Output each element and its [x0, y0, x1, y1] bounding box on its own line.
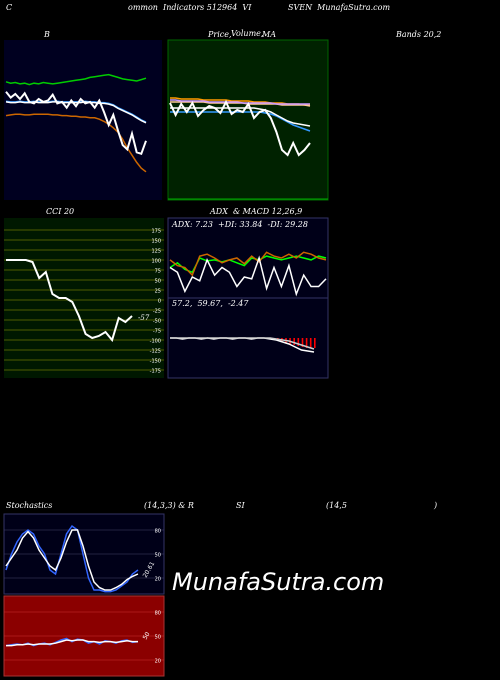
cci-tick-label: -50 — [153, 319, 161, 325]
adx-series-minus_di — [169, 255, 327, 297]
stoch-title: Stochastics — [6, 501, 53, 510]
bollinger-series-upper — [5, 73, 147, 86]
macd-hist-bar — [297, 338, 300, 346]
macd-hist-bar — [272, 338, 275, 340]
rsi-last-label: 50 — [142, 631, 152, 641]
macd-series-macd — [170, 337, 315, 353]
macd-values: 57.2, 59.67, -2.47 — [172, 299, 249, 308]
header-right: SVEN MunafaSutra.com — [288, 3, 391, 12]
macd-hist-bar — [293, 338, 295, 345]
rsi-close: ) — [434, 501, 438, 510]
price-ma-bg — [167, 39, 329, 201]
price-ma-series-ma4 — [170, 111, 311, 132]
stoch-bg — [3, 513, 165, 595]
stoch-last-label: 20.61 — [142, 560, 157, 579]
cci-bg — [4, 218, 164, 378]
macd-hist-bar — [285, 338, 287, 343]
ma-title: MA — [262, 30, 276, 39]
rsi-series-smooth — [6, 639, 138, 647]
cci-tick-label: -75 — [153, 329, 161, 335]
stoch-series-d — [5, 529, 139, 591]
cci-last-label: -57 — [138, 314, 150, 322]
adx-series-adx — [169, 255, 327, 274]
bollinger-series-middle — [5, 100, 147, 123]
rsi-bg — [3, 595, 165, 677]
cci-tick-label: -100 — [150, 339, 161, 345]
macd-hist-bar — [268, 338, 271, 339]
rsi-title: SI — [236, 501, 245, 510]
cci-tick-label: 100 — [151, 259, 161, 265]
price-ma-series-ma3 — [170, 99, 310, 105]
adx-bg — [167, 217, 329, 299]
cci-tick-label: 125 — [151, 249, 161, 255]
price-ma-series-ma1 — [170, 97, 310, 106]
cci-title: CCI 20 — [46, 207, 75, 216]
cci-tick-label: 25 — [155, 289, 161, 295]
bollinger-series-price — [5, 91, 147, 156]
cci-tick-label: 175 — [151, 229, 161, 235]
bands-title: Bands 20,2 — [396, 30, 442, 39]
cci-tick-label: 150 — [151, 239, 161, 245]
cci-tick-label: -25 — [153, 309, 161, 315]
bollinger-series-lower — [5, 113, 147, 173]
macd-hist-bar — [277, 338, 279, 341]
rsi-tick-label: 80 — [155, 611, 161, 617]
bollinger-series-middle2 — [5, 101, 147, 124]
rsi-tick-label: 20 — [155, 659, 161, 665]
adx-series-plus_di — [169, 251, 327, 277]
price-ma-series-ma5 — [170, 107, 311, 127]
price-ma-series-ma2 — [170, 101, 311, 107]
stoch-tick-label: 20 — [155, 577, 161, 583]
cci-tick-label: 75 — [155, 269, 161, 275]
adx-values: ADX: 7.23 +DI: 33.84 -DI: 29.28 — [172, 220, 308, 229]
stoch-tick-label: 80 — [155, 529, 161, 535]
cci-tick-label: -125 — [150, 349, 161, 355]
bollinger-bg — [4, 40, 162, 200]
cci-series-cci — [6, 259, 133, 343]
price-ma-series-price — [169, 99, 311, 157]
rsi-params: (14,5 — [326, 501, 347, 510]
macd-series-signal — [170, 337, 315, 350]
price-title: Price, — [208, 30, 232, 39]
stoch-params: (14,3,3) & R — [144, 501, 194, 510]
header-mid: ommon Indicators 512964 VI — [128, 3, 252, 12]
rsi-tick-label: 50 — [155, 635, 161, 641]
cci-tick-label: -150 — [150, 359, 161, 365]
cci-tick-label: 50 — [155, 279, 161, 285]
macd-hist-bar — [281, 338, 283, 342]
bollinger-title: B — [44, 30, 50, 39]
header-left: C — [6, 3, 13, 12]
stoch-series-k — [5, 524, 139, 593]
watermark: MunafaSutra.com — [172, 568, 385, 596]
macd-hist-bar — [301, 338, 304, 347]
cci-tick-label: 0 — [158, 299, 161, 305]
macd-hist-bar — [309, 338, 312, 348]
rsi-series-rsi — [5, 637, 139, 647]
volume-title: Volume, — [231, 29, 264, 38]
macd-hist-bar — [314, 338, 316, 348]
macd-hist-bar — [305, 338, 308, 348]
adx-title: ADX & MACD 12,26,9 — [210, 207, 303, 216]
stoch-tick-label: 50 — [155, 553, 161, 559]
cci-tick-label: -175 — [150, 369, 161, 375]
macd-bg — [167, 297, 329, 379]
macd-hist-bar — [289, 338, 291, 344]
